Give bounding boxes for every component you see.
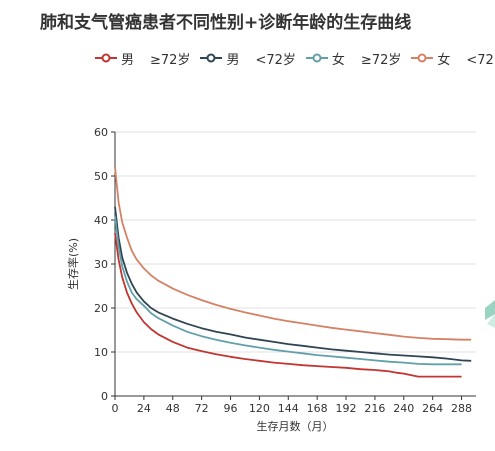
legend-line-marker-icon	[411, 53, 434, 63]
series-line-1[interactable]	[114, 206, 472, 362]
legend-sex-label: 男	[121, 52, 135, 68]
legend-line-marker-icon	[95, 53, 117, 63]
y-tick-label: 30	[94, 258, 108, 271]
legend-age-label: <72岁	[255, 52, 296, 68]
series-layer	[114, 167, 472, 378]
legend-age-label: <72岁	[466, 52, 495, 68]
legend-sex-label: 男	[226, 52, 240, 68]
x-tick-label: 288	[451, 402, 472, 415]
y-tick-label: 10	[94, 346, 108, 359]
legend-sex-label: 女	[331, 52, 345, 68]
series-line-0[interactable]	[114, 233, 462, 378]
legend-sex-label: 女	[437, 52, 451, 68]
x-tick-label: 72	[195, 402, 209, 415]
legend-line-marker-icon	[305, 53, 328, 63]
x-axis-title: 生存月数（月）	[257, 419, 334, 433]
x-tick-label: 0	[112, 402, 119, 415]
legend-item-male-under-72[interactable]: 男 <72岁	[200, 49, 296, 68]
legend-item-female-72-plus[interactable]: 女 ≥72岁	[305, 49, 402, 68]
x-tick-label: 24	[137, 402, 151, 415]
y-tick-label: 0	[101, 390, 108, 403]
legend-age-label: ≥72岁	[150, 52, 191, 68]
legend-line-marker-icon	[200, 53, 223, 63]
y-axis-title: 生存率(%)	[66, 238, 80, 290]
x-tick-label: 96	[224, 402, 238, 415]
side-decoration	[485, 300, 495, 328]
x-tick-label: 120	[249, 402, 270, 415]
x-tick-label: 240	[393, 402, 414, 415]
legend-item-male-72-plus[interactable]: 男 ≥72岁	[95, 49, 190, 68]
x-tick-label: 144	[278, 402, 299, 415]
x-tick-label: 192	[336, 402, 357, 415]
x-tick-label: 48	[166, 402, 180, 415]
chart-title: 肺和支气管癌患者不同性别+诊断年龄的生存曲线	[40, 13, 412, 33]
series-line-3[interactable]	[114, 167, 472, 341]
y-tick-label: 20	[94, 302, 108, 315]
y-tick-label: 40	[94, 214, 108, 227]
legend-item-female-under-72[interactable]: 女 <72岁	[411, 49, 495, 68]
y-tick-label: 50	[94, 170, 108, 183]
axis-layer: 0 10 20 30 40 50 60 0 24 48 72 96 120 144 168 192 216 240…	[94, 126, 476, 415]
x-tick-label: 168	[307, 402, 328, 415]
x-tick-label: 264	[422, 402, 443, 415]
grid-layer	[115, 131, 476, 353]
series-line-2[interactable]	[114, 215, 462, 366]
y-tick-label: 60	[94, 126, 108, 139]
x-tick-label: 216	[364, 402, 385, 415]
legend-age-label: ≥72岁	[360, 52, 402, 68]
legend: 男 ≥72岁 男 <72岁 女 ≥72岁 女 <72岁	[95, 48, 495, 68]
